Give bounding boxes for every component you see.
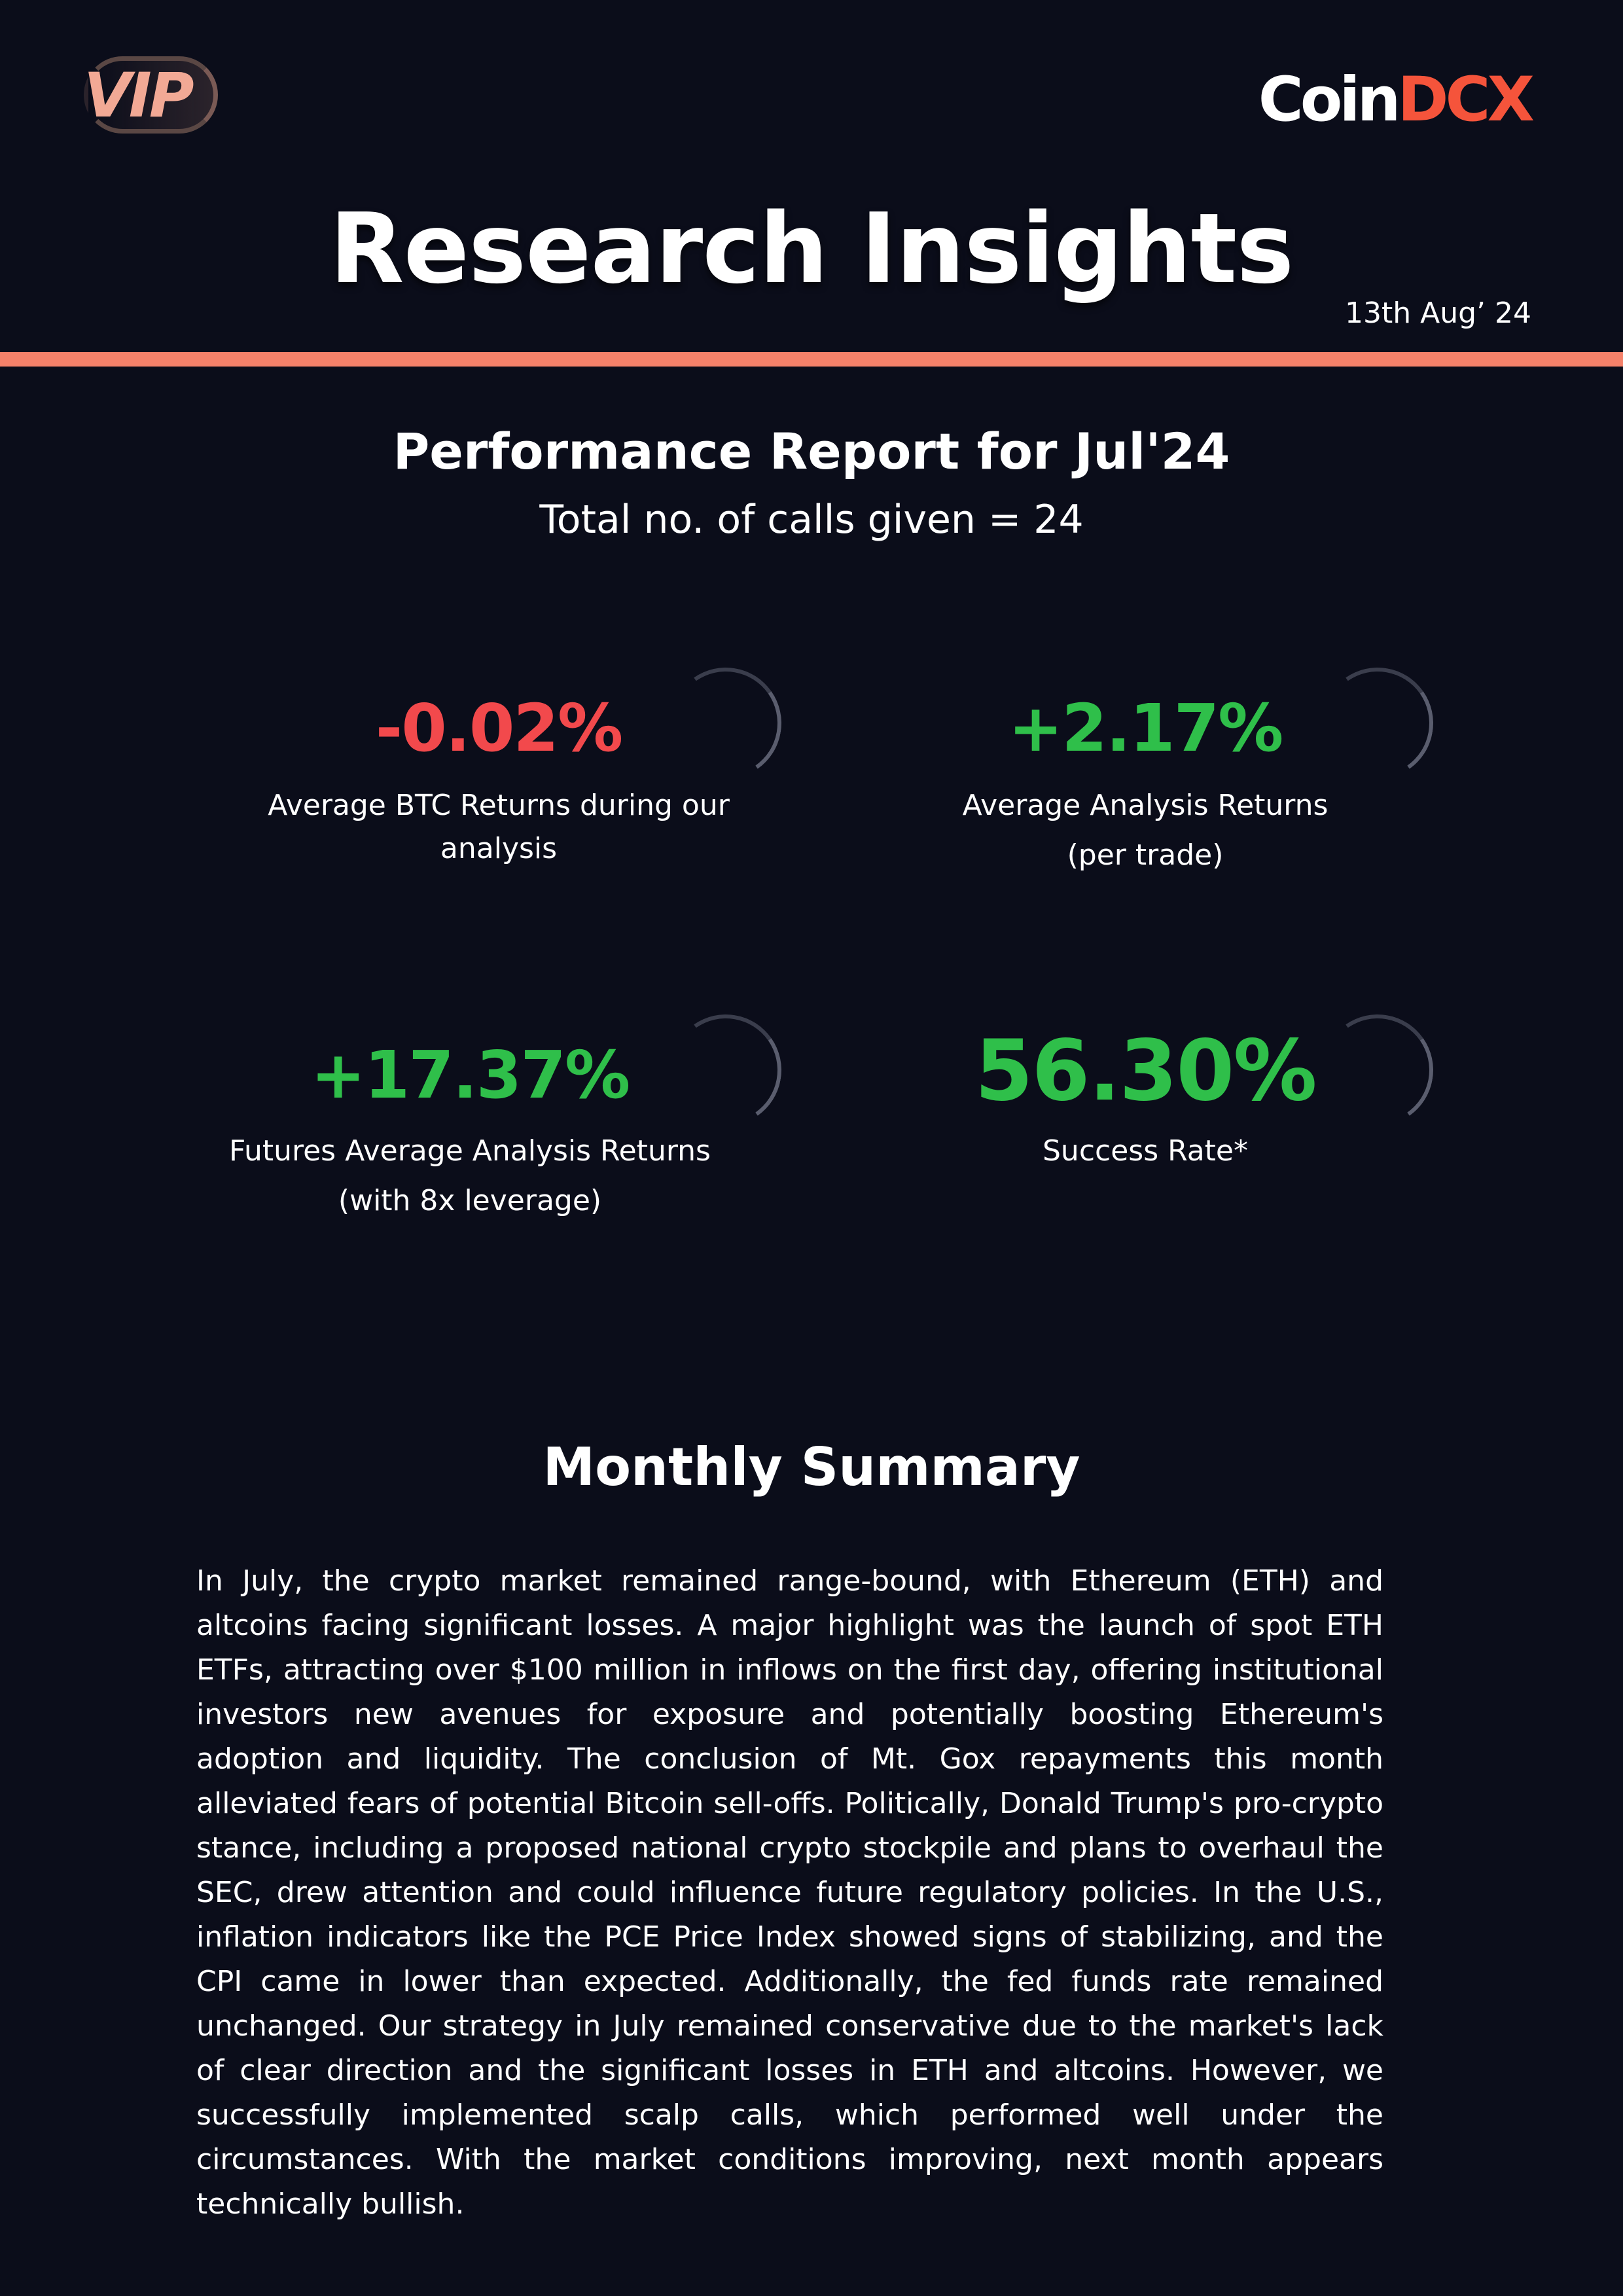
- calls-total: Total no. of calls given = 24: [539, 497, 1084, 543]
- metric-label-line1: Futures Average Analysis Returns: [229, 1134, 711, 1168]
- vip-badge-text: VIP: [84, 60, 194, 132]
- report-date: 13th Aug’ 24: [1345, 296, 1531, 330]
- coindcx-logo: CoinDCX: [1258, 64, 1535, 136]
- metric-value: 56.30%: [974, 1022, 1317, 1120]
- metric-futures-returns: +17.37% Futures Average Analysis Returns…: [143, 1005, 797, 1224]
- header-divider: [0, 352, 1623, 367]
- metric-label-line2: (with 8x leverage): [338, 1184, 602, 1217]
- metric-label-line1: Success Rate*: [1043, 1134, 1248, 1168]
- logo-dcx-text: DCX: [1397, 64, 1535, 135]
- monthly-summary-title: Monthly Summary: [543, 1437, 1080, 1498]
- vip-badge: [84, 56, 218, 134]
- metric-label-line2: analysis: [440, 832, 558, 865]
- metric-success-rate: 56.30% Success Rate*: [818, 1005, 1472, 1191]
- monthly-summary-body: In July, the crypto market remained rang…: [196, 1564, 1383, 2221]
- metric-label-line1: Average Analysis Returns: [962, 789, 1329, 822]
- metric-value: -0.02%: [375, 690, 623, 766]
- metric-btc-returns: -0.02% Average BTC Returns during our an…: [171, 658, 826, 877]
- metric-value: +17.37%: [310, 1037, 630, 1113]
- page-title: Research Insights: [329, 192, 1294, 305]
- metric-label-line2: (per trade): [1067, 838, 1224, 872]
- logo-coin-text: Coin: [1258, 64, 1401, 135]
- performance-report-title: Performance Report for Jul'24: [393, 422, 1230, 480]
- metric-label-line1: Average BTC Returns during our: [268, 789, 730, 822]
- metric-analysis-returns: +2.17% Average Analysis Returns (per tra…: [818, 658, 1472, 877]
- metric-value: +2.17%: [1008, 690, 1284, 766]
